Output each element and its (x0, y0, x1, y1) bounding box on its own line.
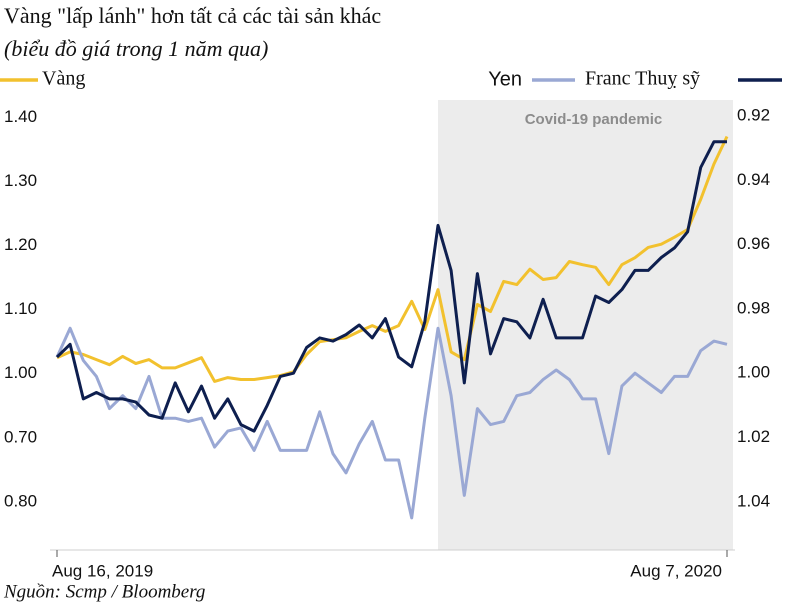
y-tick-label: 0.70 (4, 427, 37, 446)
y-tick-label: 1.20 (4, 235, 37, 254)
line-series (56, 135, 729, 383)
chart-title: Vàng "lấp lánh" hơn tất cả các tài sản k… (4, 3, 381, 28)
line-series (55, 140, 727, 433)
line-series (55, 326, 728, 520)
y2-tick-label: 0.98 (737, 298, 770, 317)
y2-tick-label: 0.96 (737, 234, 770, 253)
x-tick-label: Aug 16, 2019 (52, 561, 153, 580)
x-tick-label: Aug 7, 2020 (630, 561, 722, 580)
y2-tick-label: 1.04 (737, 491, 770, 510)
legend-label: Vàng (42, 68, 85, 90)
y-tick-label: 1.00 (4, 363, 37, 382)
y-tick-label: 0.80 (4, 491, 37, 510)
y2-tick-label: 1.00 (737, 363, 770, 382)
legend-label: Yen (488, 68, 522, 90)
source: Nguồn: Scmp / Bloomberg (3, 581, 205, 602)
legend-label: Franc Thuỵ sỹ (585, 68, 700, 90)
y-tick-label: 1.30 (4, 171, 37, 190)
y-tick-label: 1.10 (4, 299, 37, 318)
y-tick-label: 1.40 (4, 107, 37, 126)
y2-tick-label: 0.94 (737, 170, 770, 189)
annotation: Covid-19 pandemic (525, 111, 663, 128)
y2-tick-label: 1.02 (737, 427, 770, 446)
chart-subtitle: (biểu đồ giá trong 1 năm qua) (4, 36, 268, 61)
y2-tick-label: 0.92 (737, 106, 770, 125)
